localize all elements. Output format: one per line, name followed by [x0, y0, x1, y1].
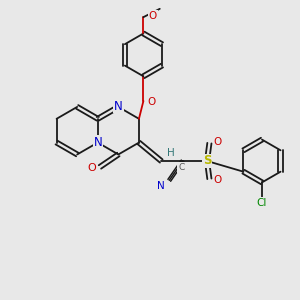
Text: C: C: [178, 163, 184, 172]
Text: O: O: [149, 11, 157, 21]
Text: N: N: [157, 181, 165, 191]
Text: N: N: [114, 100, 123, 112]
Text: H: H: [167, 148, 175, 158]
Text: O: O: [214, 175, 222, 185]
Text: N: N: [93, 136, 102, 149]
Text: S: S: [203, 154, 211, 167]
Text: O: O: [87, 164, 96, 173]
Text: Cl: Cl: [257, 198, 267, 208]
Text: O: O: [147, 98, 156, 107]
Text: O: O: [214, 137, 222, 147]
